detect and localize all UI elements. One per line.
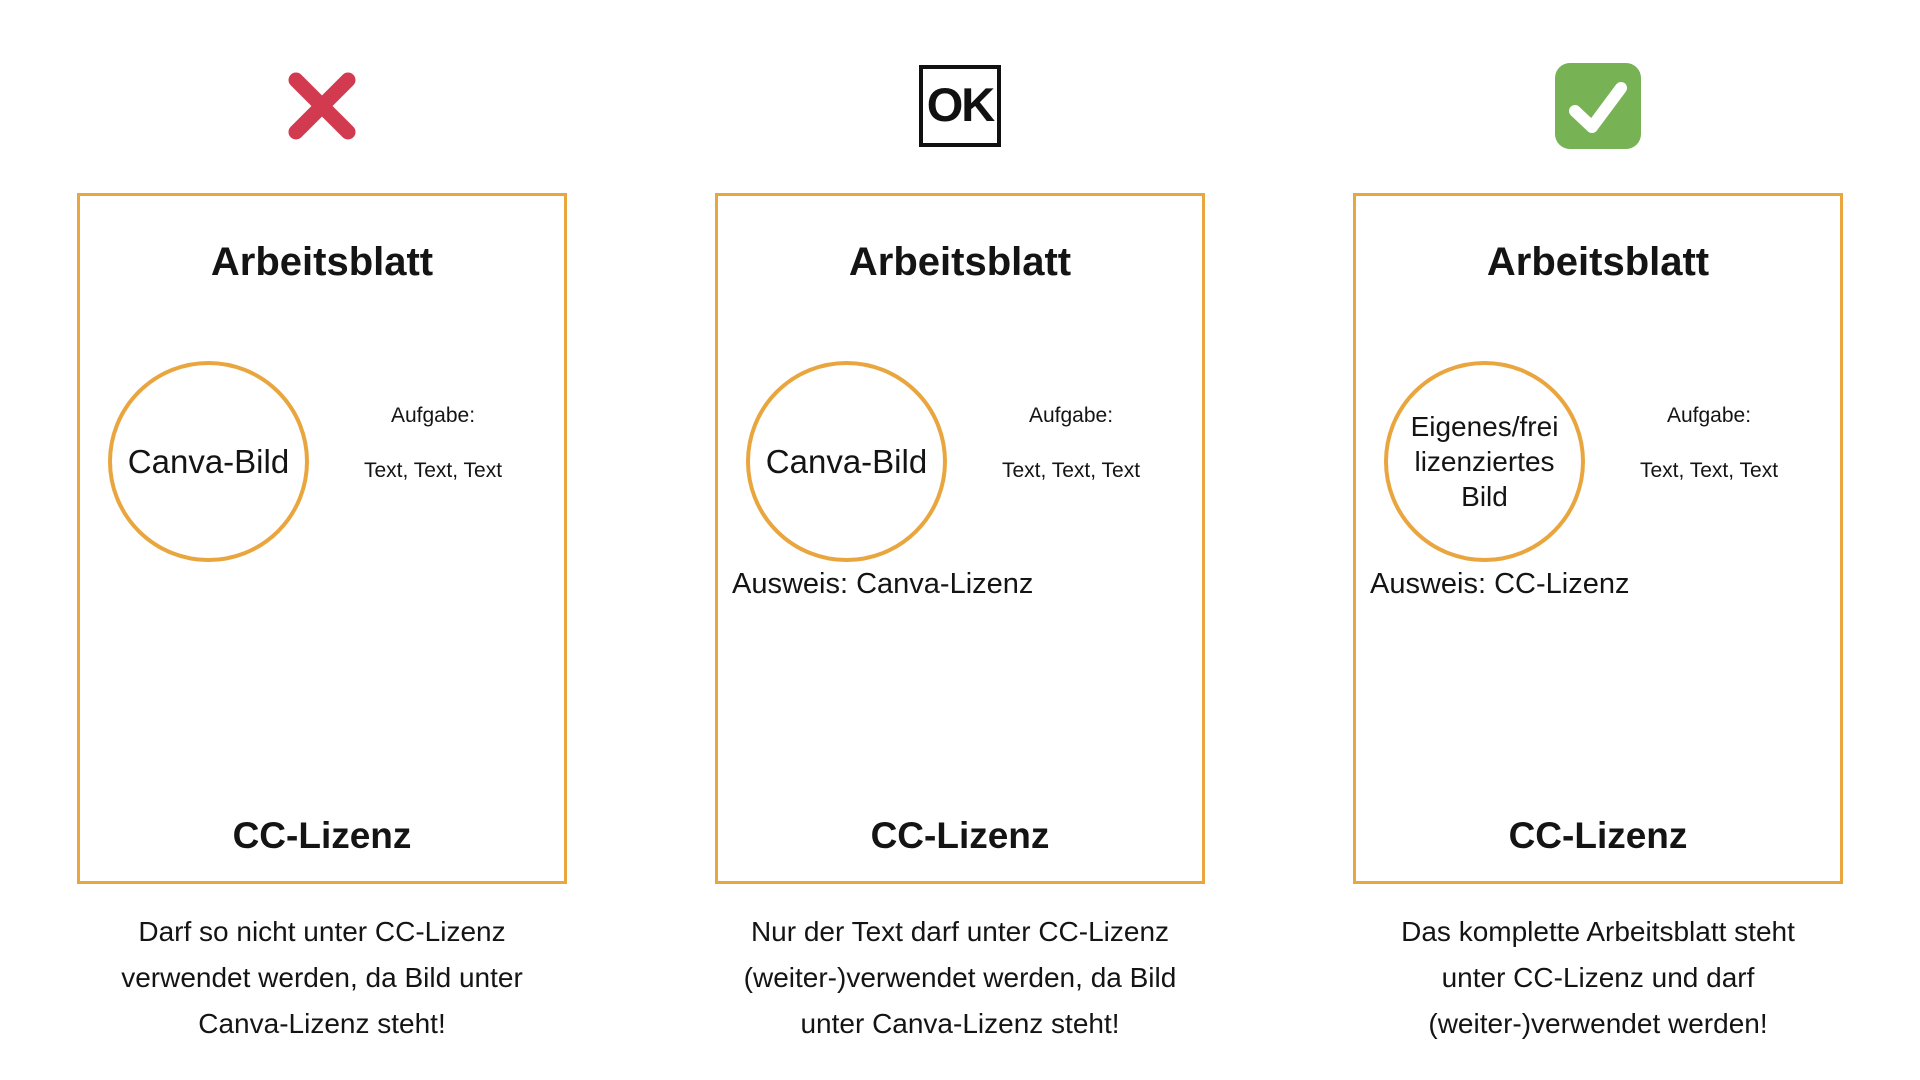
image-license-note: Ausweis: Canva-Lizenz: [732, 568, 1034, 600]
task-body: Text, Text, Text: [363, 459, 503, 482]
task-heading: Aufgabe:: [390, 404, 476, 427]
column-canva-image-no-license-note: Arbeitsblatt Canva-Bild Aufgabe: Text, T…: [77, 0, 567, 1047]
image-placeholder-circle: Eigenes/frei lizenziertes Bild: [1384, 361, 1585, 562]
column-caption: Darf so nicht unter CC-Lizenz verwendet …: [121, 916, 523, 1039]
worksheet-title: Arbeitsblatt: [210, 240, 434, 284]
column-caption: Nur der Text darf unter CC-Lizenz (weite…: [743, 916, 1177, 1039]
status-icon-slot: OK: [715, 0, 1205, 193]
column-canva-image-with-license-note: OK Arbeitsblatt Canva-Bild Aufgabe: Text…: [715, 0, 1205, 1047]
task-body: Text, Text, Text: [1001, 459, 1141, 482]
status-icon-slot: [1353, 0, 1843, 193]
image-placeholder-label: Eigenes/frei lizenziertes Bild: [1410, 411, 1559, 512]
image-placeholder-label: Canva-Bild: [127, 442, 290, 480]
worksheet-title: Arbeitsblatt: [1486, 240, 1710, 284]
task-block: Aufgabe: Text, Text, Text: [976, 404, 1166, 483]
column-own-image-cc-license: Arbeitsblatt Eigenes/frei lizenziertes B…: [1353, 0, 1843, 1047]
column-caption: Das komplette Arbeitsblatt steht unter C…: [1401, 916, 1795, 1039]
task-heading: Aufgabe:: [1666, 404, 1752, 427]
license-comparison-diagram: Arbeitsblatt Canva-Bild Aufgabe: Text, T…: [77, 0, 1843, 1047]
worksheet-license-label: CC-Lizenz: [1508, 815, 1688, 856]
status-icon-slot: [77, 0, 567, 193]
worksheet-card: Arbeitsblatt Canva-Bild Aufgabe: Text, T…: [77, 193, 567, 884]
image-placeholder-circle: Canva-Bild: [108, 361, 309, 562]
ok-badge: OK: [919, 64, 1001, 147]
cross-icon: [280, 64, 364, 148]
image-license-note: Ausweis: CC-Lizenz: [1370, 568, 1630, 600]
worksheet-card: Arbeitsblatt Eigenes/frei lizenziertes B…: [1353, 193, 1843, 884]
task-body: Text, Text, Text: [1639, 459, 1779, 482]
task-heading: Aufgabe:: [1028, 404, 1114, 427]
check-icon: [1555, 62, 1641, 149]
image-placeholder-label: Canva-Bild: [765, 442, 928, 480]
task-block: Aufgabe: Text, Text, Text: [338, 404, 528, 483]
worksheet-title: Arbeitsblatt: [848, 240, 1072, 284]
task-block: Aufgabe: Text, Text, Text: [1614, 404, 1804, 483]
worksheet-card: Arbeitsblatt Canva-Bild Aufgabe: Text, T…: [715, 193, 1205, 884]
worksheet-license-label: CC-Lizenz: [232, 815, 412, 856]
worksheet-license-label: CC-Lizenz: [870, 815, 1050, 856]
image-placeholder-circle: Canva-Bild: [746, 361, 947, 562]
